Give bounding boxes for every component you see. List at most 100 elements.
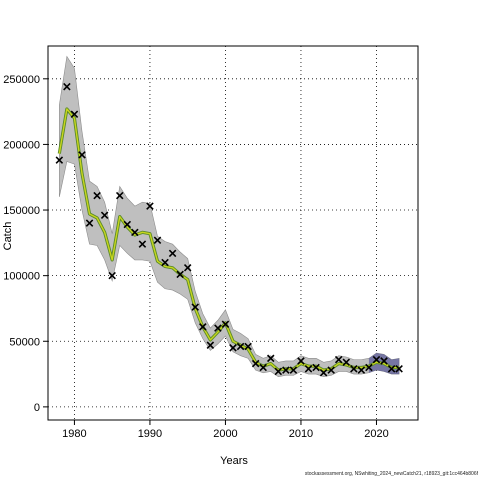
- y-tick-label: 50000: [9, 336, 40, 348]
- observed-point: [380, 357, 388, 365]
- observed-point: [131, 228, 139, 237]
- observed-point-stroke: [365, 363, 373, 372]
- x-tick-label: 1980: [62, 428, 86, 440]
- observed-point: [191, 303, 200, 311]
- observed-point-stroke: [153, 236, 162, 244]
- observed-point-stroke: [131, 228, 139, 237]
- observed-point: [100, 211, 109, 220]
- observed-point: [244, 342, 252, 351]
- y-tick-label: 250000: [3, 74, 40, 86]
- observed-point: [138, 240, 147, 248]
- observed-point-stroke: [357, 366, 366, 374]
- y-tick-label: 0: [34, 402, 40, 414]
- observed-point-stroke: [312, 363, 320, 372]
- observed-point-stroke: [161, 258, 169, 267]
- observed-point: [365, 363, 373, 372]
- y-tick-label: 200000: [3, 139, 40, 151]
- observed-point-stroke: [221, 320, 230, 328]
- observed-point: [282, 366, 290, 374]
- observed-point: [55, 156, 64, 164]
- observed-point: [251, 359, 260, 368]
- observed-point: [108, 271, 116, 280]
- observed-point-stroke: [138, 240, 147, 248]
- observed-point-stroke: [372, 355, 381, 364]
- observed-point-stroke: [229, 344, 237, 352]
- observed-point: [161, 258, 169, 267]
- observed-point: [342, 358, 351, 367]
- y-tick-label: 150000: [3, 205, 40, 217]
- observed-point: [334, 355, 343, 364]
- observed-point: [146, 202, 154, 210]
- observed-point-stroke: [199, 323, 207, 331]
- observed-point-stroke: [93, 191, 101, 200]
- footer-source: stockassessment.org, NSwhiting_2024_newC…: [304, 471, 478, 477]
- observed-point-stroke: [206, 341, 215, 349]
- x-tick-label: 2020: [364, 428, 388, 440]
- observed-point: [85, 219, 94, 227]
- observed-point-stroke: [236, 342, 245, 351]
- y-tick-label: 100000: [3, 271, 40, 283]
- observed-point: [176, 270, 184, 279]
- observed-point: [206, 341, 215, 349]
- observed-point-stroke: [100, 211, 109, 220]
- observed-point-stroke: [387, 365, 396, 373]
- observed-point-stroke: [289, 366, 298, 374]
- observed-point-stroke: [63, 82, 71, 91]
- observed-point: [93, 191, 101, 200]
- observed-point: [123, 220, 132, 229]
- axes: 1980 1990 2000 2010 2020 0 50000 100000 150000 20…: [3, 45, 419, 440]
- observed-point: [259, 363, 267, 372]
- observed-point-stroke: [55, 156, 64, 164]
- observed-point: [350, 365, 358, 373]
- observed-point: [221, 320, 230, 328]
- observed-point-stroke: [191, 303, 200, 311]
- observed-point: [387, 365, 396, 373]
- observed-point-stroke: [327, 366, 335, 374]
- observed-point-stroke: [350, 365, 358, 373]
- observed-point-stroke: [266, 354, 275, 363]
- observed-point-stroke: [244, 342, 252, 351]
- plot-frame: [47, 45, 419, 421]
- observed-point-stroke: [115, 191, 124, 200]
- x-tick-label: 2000: [213, 428, 237, 440]
- observed-point: [372, 355, 381, 364]
- observed-point-stroke: [297, 357, 305, 365]
- observed-point-stroke: [70, 110, 79, 119]
- observed-markers: [55, 82, 403, 377]
- observed-point-stroke: [380, 357, 388, 365]
- x-axis-title: Years: [220, 455, 248, 467]
- observed-point: [183, 264, 192, 272]
- observed-point: [115, 191, 124, 200]
- observed-point: [229, 344, 237, 352]
- fitted-line: [58, 108, 400, 371]
- observed-point-stroke: [168, 249, 177, 258]
- observed-point-stroke: [176, 270, 184, 279]
- observed-point: [395, 365, 403, 373]
- observed-point-stroke: [334, 355, 343, 364]
- observed-point: [153, 236, 162, 244]
- observed-point-stroke: [85, 219, 94, 227]
- observed-point-stroke: [146, 202, 154, 210]
- observed-point: [304, 365, 313, 373]
- observed-point-stroke: [183, 264, 192, 272]
- fitted-line-group: [57, 107, 400, 372]
- observed-point-stroke: [214, 324, 222, 332]
- observed-point-stroke: [274, 367, 283, 376]
- observed-point-stroke: [251, 359, 260, 368]
- observed-point-stroke: [282, 366, 290, 374]
- observed-point-stroke: [259, 363, 267, 372]
- observed-point: [319, 368, 328, 377]
- observed-point: [236, 342, 245, 351]
- observed-point-stroke: [395, 365, 403, 373]
- y-axis-title: Catch: [2, 222, 14, 251]
- observed-point-stroke: [319, 368, 328, 377]
- observed-point: [312, 363, 320, 372]
- observed-point: [266, 354, 275, 363]
- observed-point: [63, 82, 71, 91]
- observed-point: [214, 324, 222, 332]
- observed-point-stroke: [123, 220, 132, 229]
- observed-point: [168, 249, 177, 258]
- observed-point-stroke: [108, 271, 116, 280]
- observed-point: [327, 366, 335, 374]
